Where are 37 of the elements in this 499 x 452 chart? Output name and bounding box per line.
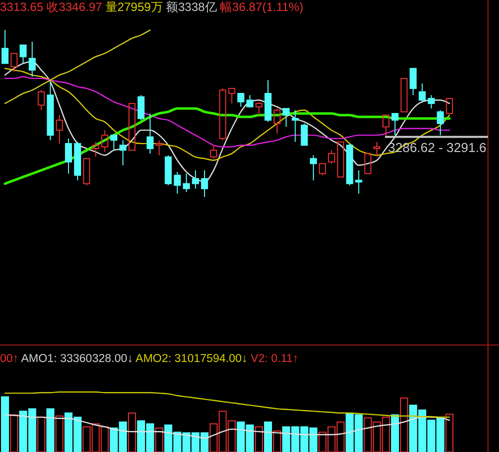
text: 额3338亿	[162, 0, 217, 14]
text: AMO2: 31017594.00↓	[133, 353, 248, 365]
candlestick	[182, 173, 190, 192]
bar	[46, 408, 54, 452]
candlestick	[64, 138, 72, 174]
text: 3313.65 收3346.97	[0, 0, 102, 14]
candlestick	[192, 170, 199, 190]
text: 00↑	[0, 353, 19, 365]
candlestick	[428, 94, 435, 109]
text: V2: 0.11↑	[247, 353, 298, 365]
bar	[37, 416, 46, 452]
candlestick	[156, 140, 163, 156]
bar	[445, 414, 454, 452]
candlestick	[46, 81, 54, 141]
candlestick	[292, 110, 299, 142]
bar	[264, 422, 272, 452]
bar	[254, 426, 263, 452]
candlestick	[146, 113, 154, 154]
candlestick	[119, 140, 126, 166]
bar	[400, 398, 408, 452]
candlestick	[101, 130, 108, 152]
text: AMO1: 33360328.00↓	[18, 353, 133, 365]
bar	[128, 412, 136, 452]
candlestick	[355, 170, 362, 194]
candlestick	[174, 171, 181, 194]
bar	[55, 416, 64, 452]
candlestick	[28, 41, 36, 78]
bar	[155, 428, 164, 452]
bar	[391, 414, 400, 452]
candlestick	[373, 141, 380, 158]
candlestick	[56, 114, 63, 144]
bar	[10, 414, 18, 452]
bar	[273, 430, 282, 452]
text: 幅36.87(1.11%)	[216, 0, 304, 14]
candlestick	[201, 170, 208, 198]
bar	[1, 396, 9, 452]
text: 量27959万	[102, 0, 163, 14]
